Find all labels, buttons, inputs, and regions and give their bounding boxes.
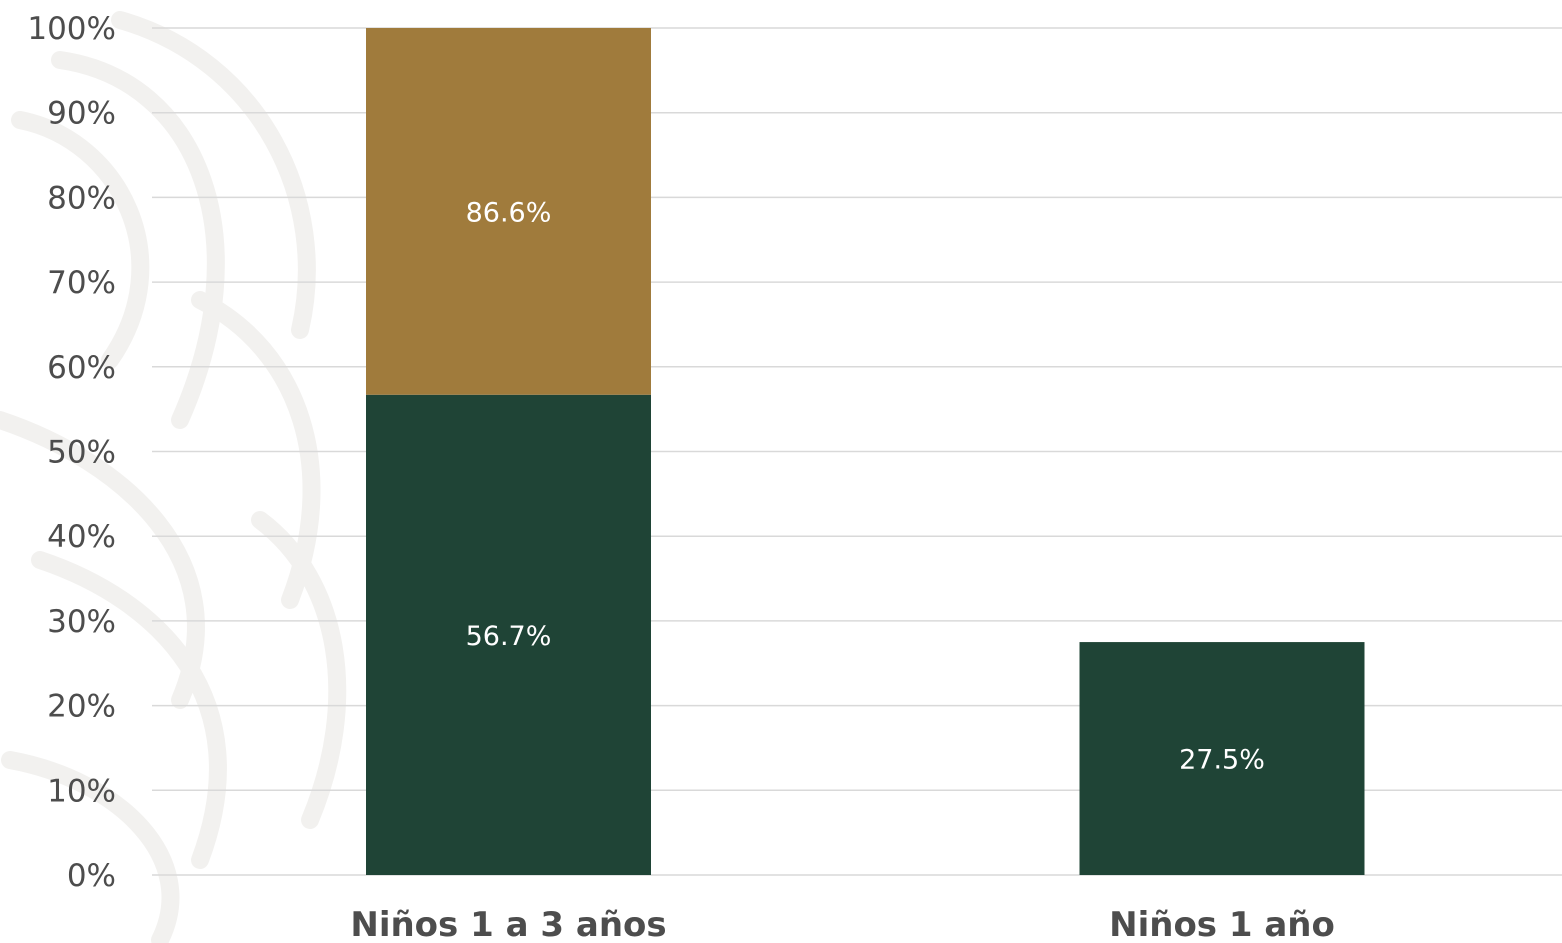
x-tick-label: Niños 1 a 3 años (350, 905, 666, 943)
y-tick-label: 100% (27, 11, 116, 47)
data-label: 86.6% (466, 197, 552, 228)
data-label: 56.7% (466, 621, 552, 652)
x-tick-label: Niños 1 año (1109, 905, 1335, 943)
x-axis: Niños 1 a 3 años Niños 1 año (350, 905, 1335, 943)
bars (366, 28, 1365, 875)
y-tick-label: 20% (47, 689, 116, 725)
bar-segment (1079, 642, 1365, 875)
y-tick-label: 50% (47, 435, 116, 471)
y-tick-label: 80% (47, 180, 116, 216)
y-axis: 0% 10% 20% 30% 40% 50% 60% 70% 80% 90% 100% (27, 11, 116, 894)
data-labels: 56.7% 86.6% 27.5% (466, 197, 1265, 775)
y-tick-label: 90% (47, 96, 116, 132)
bar-segment (366, 394, 651, 875)
bar-segment (366, 28, 651, 395)
y-tick-label: 0% (67, 858, 116, 894)
background-watermark-pattern (0, 11, 347, 943)
y-tick-label: 60% (47, 350, 116, 386)
y-tick-label: 10% (47, 773, 116, 809)
y-tick-label: 40% (47, 519, 116, 555)
y-tick-label: 30% (47, 604, 116, 640)
data-label: 27.5% (1179, 745, 1265, 776)
y-tick-label: 70% (47, 265, 116, 301)
